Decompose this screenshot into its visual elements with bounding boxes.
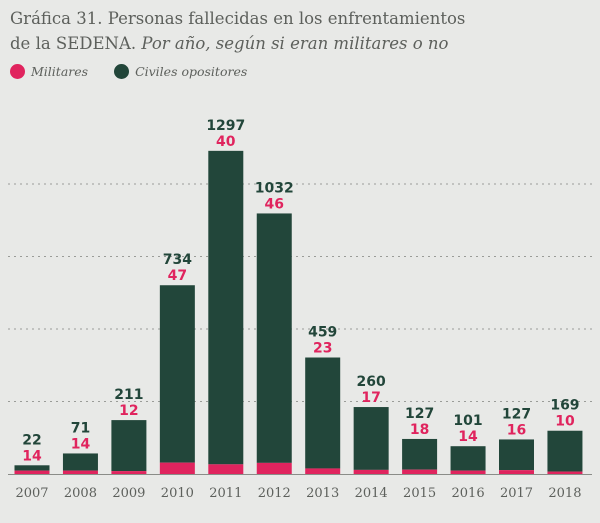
- x-tick-label: 2007: [15, 486, 48, 501]
- data-label-civiles: 734: [163, 252, 192, 268]
- data-label-civiles: 169: [550, 398, 579, 414]
- bar-militares: [111, 471, 147, 474]
- bar-militares: [450, 470, 486, 474]
- bar-civiles: [499, 439, 534, 471]
- data-label-civiles: 127: [502, 406, 531, 422]
- bar-civiles: [353, 407, 389, 470]
- x-tick-label: 2010: [161, 486, 194, 501]
- data-label-civiles: 71: [71, 420, 90, 436]
- bar-civiles: [547, 430, 583, 472]
- data-label-civiles: 127: [405, 406, 434, 422]
- data-label-militares: 12: [119, 403, 138, 419]
- legend-swatch-militares: [10, 64, 25, 79]
- bar-civiles: [111, 420, 147, 472]
- legend-item-civiles: Civiles opositores: [114, 64, 247, 79]
- bar-civiles: [256, 213, 292, 463]
- bar-civiles: [450, 446, 486, 471]
- legend-swatch-civiles: [114, 64, 130, 79]
- data-label-civiles: 459: [308, 325, 337, 341]
- chart-title: Gráfica 31. Personas fallecidas en los e…: [10, 6, 465, 56]
- data-label-militares: 23: [313, 341, 332, 357]
- bar-militares: [256, 462, 292, 474]
- data-label-civiles: 1032: [255, 180, 294, 196]
- x-tick-label: 2016: [452, 486, 485, 501]
- data-label-civiles: 22: [22, 432, 41, 448]
- x-tick-label: 2015: [403, 486, 436, 501]
- bar-civiles: [159, 285, 195, 463]
- chart-subtitle: Por año, según si eran militares o no: [141, 34, 449, 53]
- data-label-civiles: 1297: [206, 118, 245, 134]
- data-label-militares: 18: [410, 422, 429, 438]
- x-tick-label: 2013: [306, 486, 339, 501]
- bar-militares: [305, 468, 341, 474]
- bar-militares: [208, 464, 244, 474]
- x-tick-label: 2014: [355, 486, 388, 501]
- bar-civiles: [208, 150, 244, 465]
- data-label-militares: 46: [265, 196, 284, 212]
- data-label-civiles: 211: [114, 387, 143, 403]
- bar-militares: [14, 470, 50, 474]
- data-label-militares: 10: [555, 414, 575, 430]
- x-tick-label: 2009: [112, 486, 145, 501]
- data-label-militares: 14: [458, 429, 478, 445]
- data-label-militares: 17: [361, 390, 380, 406]
- bar-militares: [547, 471, 583, 474]
- legend: Militares Civiles opositores: [10, 64, 247, 79]
- bar-militares: [499, 470, 534, 474]
- bar-militares: [353, 469, 389, 474]
- data-label-militares: 14: [22, 448, 42, 464]
- legend-item-militares: Militares: [10, 64, 88, 79]
- bar-civiles: [62, 453, 98, 471]
- title-line-1: Gráfica 31. Personas fallecidas en los e…: [10, 9, 466, 28]
- data-label-civiles: 260: [357, 374, 386, 390]
- bar-militares: [402, 469, 438, 474]
- bar-civiles: [14, 465, 50, 471]
- bar-civiles: [305, 357, 341, 469]
- bar-civiles: [402, 438, 438, 470]
- bar-militares: [62, 470, 98, 474]
- data-label-militares: 16: [507, 422, 526, 438]
- x-tick-label: 2017: [500, 486, 533, 501]
- data-label-militares: 14: [71, 436, 91, 452]
- bar-militares: [159, 462, 195, 474]
- title-line-2: de la SEDENA.: [10, 34, 137, 53]
- x-tick-label: 2011: [209, 486, 242, 501]
- data-label-militares: 47: [168, 268, 187, 284]
- data-label-civiles: 101: [453, 413, 482, 429]
- x-tick-label: 2012: [258, 486, 291, 501]
- data-label-militares: 40: [216, 134, 236, 150]
- x-tick-label: 2018: [548, 486, 581, 501]
- x-tick-label: 2008: [64, 486, 97, 501]
